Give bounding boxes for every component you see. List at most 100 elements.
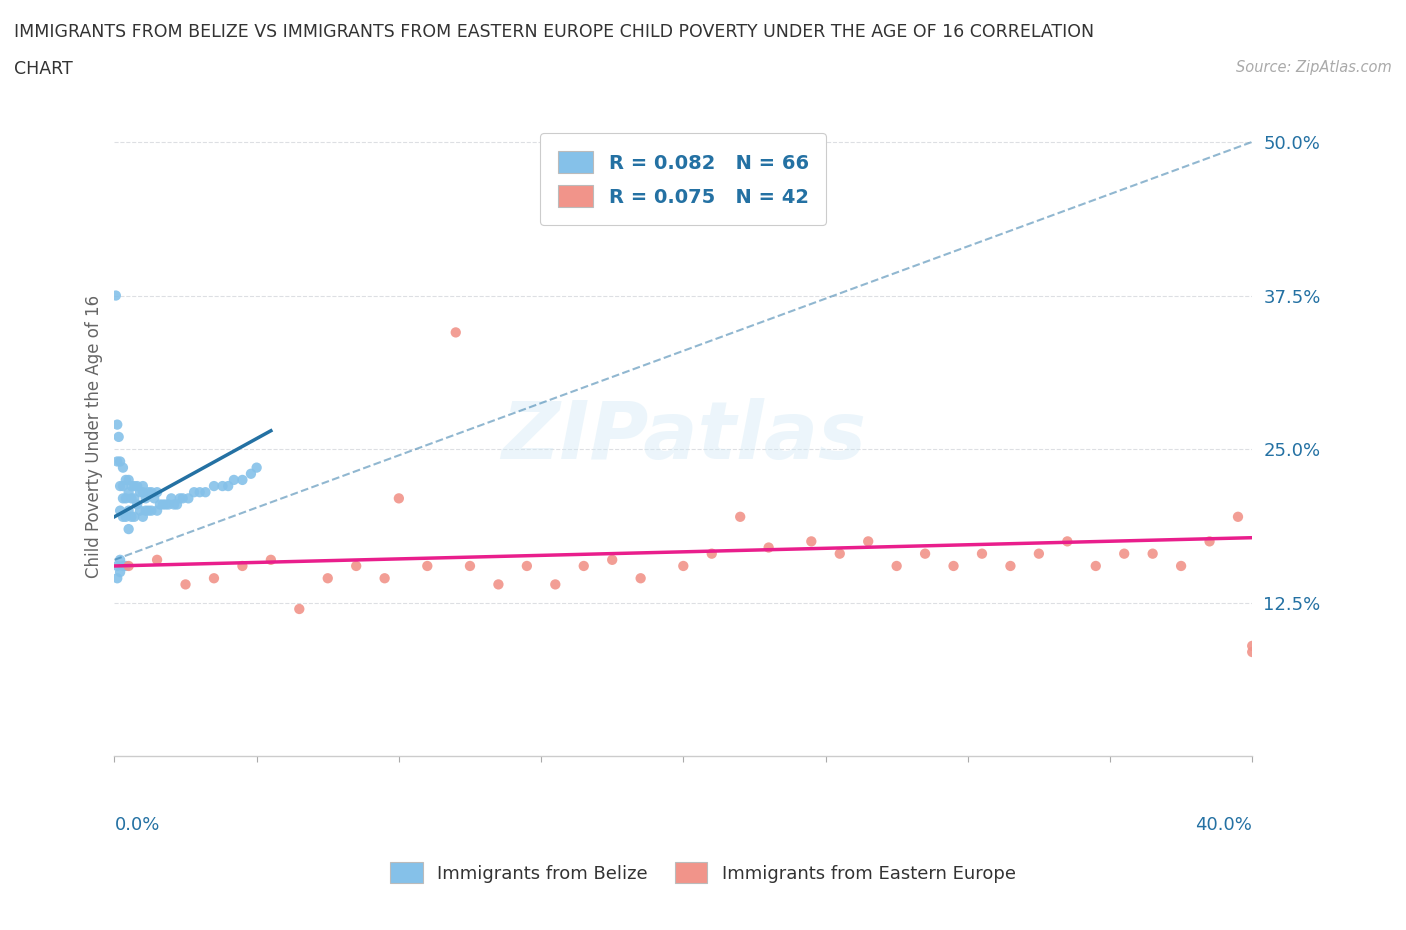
Point [239, 466, 262, 481]
Point [117, 485, 139, 499]
Point [105, 571, 128, 586]
Point [1142, 546, 1164, 561]
Point [260, 552, 283, 567]
Point [141, 485, 163, 499]
Point [169, 491, 191, 506]
Point [914, 546, 936, 561]
Point [138, 485, 160, 499]
Point [105, 418, 128, 432]
Point [146, 552, 169, 567]
Point [728, 510, 751, 525]
Point [758, 540, 780, 555]
Point [388, 491, 411, 506]
Point [111, 510, 134, 525]
Point [124, 491, 146, 506]
Point [149, 497, 172, 512]
Point [111, 559, 134, 574]
Point [108, 503, 131, 518]
Point [183, 485, 205, 499]
Point [231, 559, 253, 574]
Point [416, 559, 439, 574]
Point [942, 559, 965, 574]
Point [1227, 510, 1250, 525]
Point [672, 559, 695, 574]
Point [141, 503, 163, 518]
Point [127, 479, 149, 494]
Point [108, 454, 131, 469]
Legend: R = 0.082   N = 66, R = 0.075   N = 42: R = 0.082 N = 66, R = 0.075 N = 42 [540, 133, 827, 225]
Point [135, 491, 157, 506]
Point [444, 325, 467, 339]
Text: Source: ZipAtlas.com: Source: ZipAtlas.com [1236, 60, 1392, 75]
Point [105, 559, 128, 574]
Text: CHART: CHART [14, 60, 73, 78]
Point [114, 491, 136, 506]
Point [217, 479, 239, 494]
Point [211, 479, 233, 494]
Point [344, 559, 367, 574]
Point [163, 497, 186, 512]
Point [105, 454, 128, 469]
Point [188, 485, 211, 499]
Point [121, 510, 143, 525]
Point [132, 479, 155, 494]
Point [1056, 534, 1078, 549]
Point [129, 485, 152, 499]
Point [127, 497, 149, 512]
Point [111, 460, 134, 475]
Point [288, 602, 311, 617]
Point [231, 472, 253, 487]
Point [160, 491, 183, 506]
Point [1198, 534, 1220, 549]
Point [970, 546, 993, 561]
Point [114, 510, 136, 525]
Point [858, 534, 880, 549]
Point [316, 571, 339, 586]
Point [121, 491, 143, 506]
Point [124, 510, 146, 525]
Point [1241, 644, 1264, 659]
Point [108, 552, 131, 567]
Point [458, 559, 481, 574]
Point [800, 534, 823, 549]
Y-axis label: Child Poverty Under the Age of 16: Child Poverty Under the Age of 16 [86, 296, 103, 578]
Point [886, 559, 908, 574]
Point [828, 546, 851, 561]
Point [1170, 559, 1192, 574]
Point [111, 479, 134, 494]
Point [135, 503, 157, 518]
Text: ZIPatlas: ZIPatlas [501, 398, 866, 476]
Point [1028, 546, 1050, 561]
Point [117, 559, 139, 574]
Point [1114, 546, 1136, 561]
Point [121, 479, 143, 494]
Point [1084, 559, 1107, 574]
Point [152, 497, 174, 512]
Point [146, 503, 169, 518]
Point [246, 460, 269, 475]
Point [124, 479, 146, 494]
Point [374, 571, 396, 586]
Point [202, 479, 225, 494]
Point [108, 479, 131, 494]
Point [129, 503, 152, 518]
Point [157, 497, 180, 512]
Point [117, 472, 139, 487]
Point [114, 472, 136, 487]
Text: 40.0%: 40.0% [1195, 816, 1253, 833]
Point [111, 491, 134, 506]
Point [222, 472, 245, 487]
Point [174, 577, 197, 591]
Point [544, 577, 567, 591]
Point [700, 546, 723, 561]
Point [486, 577, 509, 591]
Point [146, 485, 169, 499]
Point [172, 491, 194, 506]
Legend: Immigrants from Belize, Immigrants from Eastern Europe: Immigrants from Belize, Immigrants from … [375, 848, 1031, 897]
Point [138, 503, 160, 518]
Point [600, 552, 623, 567]
Point [572, 559, 595, 574]
Point [117, 522, 139, 537]
Point [155, 497, 177, 512]
Point [132, 485, 155, 499]
